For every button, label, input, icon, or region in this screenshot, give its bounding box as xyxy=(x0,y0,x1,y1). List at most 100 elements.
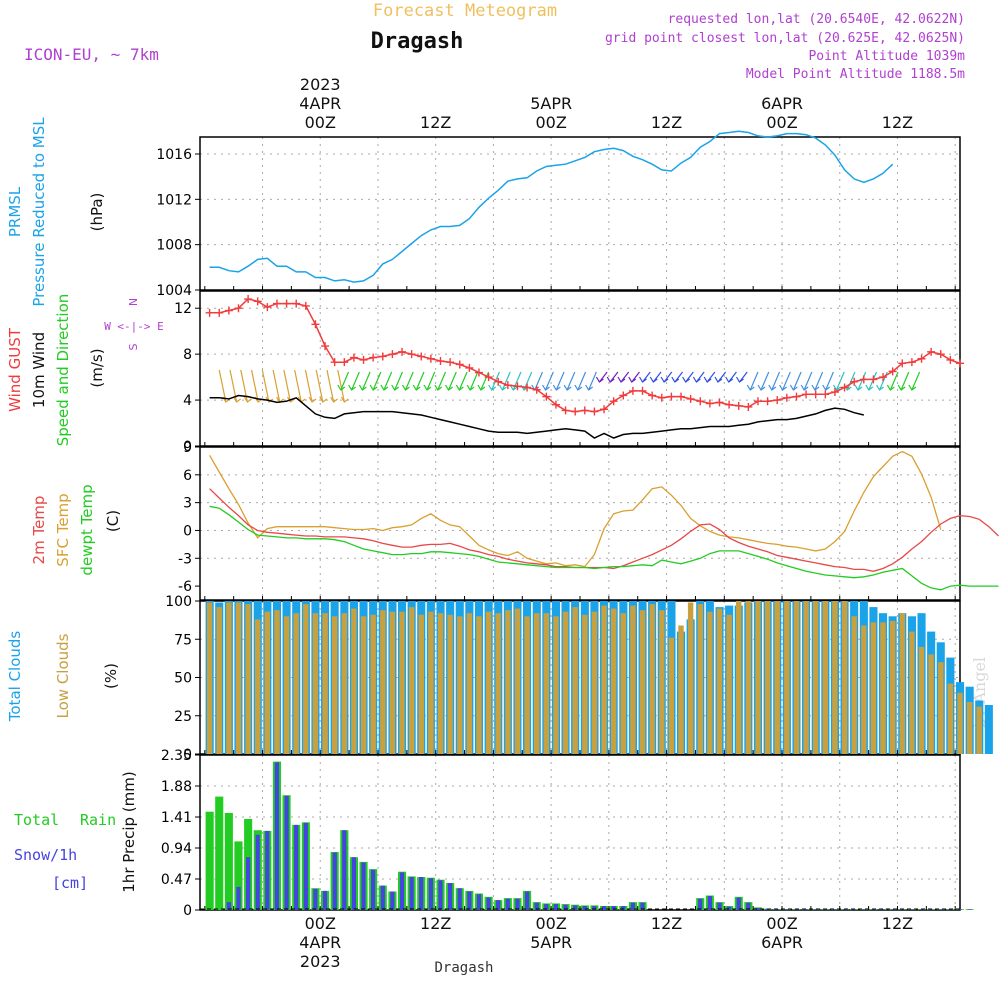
snow-bar xyxy=(957,909,963,910)
gust-marker xyxy=(224,306,233,315)
gust-marker xyxy=(523,383,532,392)
snow-bar xyxy=(929,909,934,910)
low-cloud-bar xyxy=(639,610,646,754)
gust-marker xyxy=(263,303,272,312)
snow-bar xyxy=(476,894,482,910)
low-cloud-bar xyxy=(880,622,886,754)
wind-arrow xyxy=(825,371,834,391)
gust-marker xyxy=(494,377,503,386)
top-time-label: 00Z xyxy=(766,113,797,132)
location-title: Dragash xyxy=(371,29,464,54)
wind-arrow xyxy=(261,369,270,403)
wind-arrow-head xyxy=(340,396,349,403)
wind-arrow-head xyxy=(725,376,734,383)
snow-bar xyxy=(448,883,453,910)
gust-marker xyxy=(744,402,753,411)
low-cloud-bar xyxy=(649,604,655,754)
grid-point-coords: grid point closest lon,lat (20.625E, 42.… xyxy=(605,31,965,46)
gust-marker xyxy=(956,359,964,368)
wind-arrow-head xyxy=(498,384,507,391)
gust-marker xyxy=(677,392,686,401)
wind-arrow-head xyxy=(243,396,252,403)
wind-arrow-head xyxy=(865,384,874,391)
low-cloud-bar xyxy=(591,611,598,754)
snow-bar xyxy=(804,909,809,910)
clouds-frame xyxy=(199,600,961,755)
gust-marker xyxy=(879,373,888,382)
snow-bar xyxy=(861,909,866,910)
bottom-time-label: 12Z xyxy=(651,914,682,933)
wind-arrow-head xyxy=(789,384,798,391)
precipitation-ytick-label: 2.35 xyxy=(161,748,192,764)
low-cloud-bar xyxy=(764,601,771,754)
low-cloud-bar xyxy=(495,613,501,754)
wind-ytick-label: 0 xyxy=(183,439,192,455)
gust-marker xyxy=(927,347,936,356)
top-time-label: 2023 xyxy=(300,75,341,94)
snow-bar xyxy=(630,902,635,910)
wind-arrow xyxy=(415,371,425,391)
wind-arrow-head xyxy=(477,384,486,391)
gust-marker xyxy=(349,353,358,362)
snow-bar xyxy=(890,909,895,910)
prmsl-label: PRMSL xyxy=(6,186,24,237)
wind-gust-line xyxy=(209,298,961,413)
top-time-label: 4APR xyxy=(299,94,341,113)
wind-arrow xyxy=(545,371,554,391)
precipitation-frame xyxy=(199,754,961,911)
wind-arrow xyxy=(857,371,867,391)
wind-arrow xyxy=(803,371,813,391)
low-cloud-bar xyxy=(582,614,588,754)
low-cloud-bar xyxy=(774,601,780,754)
gust-marker xyxy=(628,386,637,395)
temperature-ytick-label: -3 xyxy=(178,551,192,567)
pressure-ytick-label: 1012 xyxy=(156,192,192,208)
compass-we: W <-|-> E xyxy=(104,320,164,333)
snow-bar xyxy=(322,890,328,910)
wind-arrow-head xyxy=(768,384,777,391)
gust-marker xyxy=(946,355,955,364)
snow-bar xyxy=(842,909,847,910)
gust-marker xyxy=(282,299,291,308)
low-cloud-bar xyxy=(966,702,973,754)
wind-arrow-head xyxy=(779,384,787,391)
precipitation-ytick-label: 1.41 xyxy=(161,810,192,826)
wind-arrow xyxy=(372,371,382,391)
precipitation-ytick-label: 0.47 xyxy=(161,872,192,888)
gust-marker xyxy=(503,381,512,390)
snow-bar xyxy=(727,906,732,910)
wind-arrow xyxy=(361,371,371,391)
wind-arrow xyxy=(337,369,345,403)
gust-marker xyxy=(321,342,330,351)
snow-bar xyxy=(919,909,924,910)
clouds-unit-label: (%) xyxy=(102,663,120,689)
snow-bar xyxy=(746,902,751,910)
low-cloud-bar xyxy=(687,602,694,754)
wind-ytick-label: 8 xyxy=(183,347,192,363)
sfc-temp-label: SFC Temp xyxy=(54,493,72,566)
gust-marker xyxy=(773,396,782,405)
wind-arrow-head xyxy=(369,384,378,391)
bottom-time-label: 5APR xyxy=(530,933,572,952)
low-cloud-bar xyxy=(389,611,396,754)
clouds-ytick-label: 50 xyxy=(174,671,192,687)
gust-marker xyxy=(311,320,320,329)
gust-marker xyxy=(609,397,618,406)
temperature-ytick-label: 6 xyxy=(183,468,192,484)
wind-arrow-head xyxy=(585,384,594,391)
prmsl-line xyxy=(209,130,894,283)
total-precip-bar xyxy=(205,811,214,910)
wind-arrow-head xyxy=(714,376,723,383)
snow-bar xyxy=(698,898,703,910)
wind-arrow xyxy=(426,371,436,391)
header-group: Forecast Meteogram Dragash ICON-EU, ~ 7k… xyxy=(24,1,989,976)
low-cloud-bar xyxy=(206,602,213,754)
snow-bar xyxy=(784,909,789,910)
clouds-ytick-label: 75 xyxy=(174,632,192,648)
low-cloud-bar xyxy=(870,622,877,754)
pressure-ytick-label: 1004 xyxy=(156,283,192,299)
snow-bar xyxy=(265,830,270,910)
gust-marker xyxy=(638,386,647,395)
wind-arrow xyxy=(792,371,802,391)
